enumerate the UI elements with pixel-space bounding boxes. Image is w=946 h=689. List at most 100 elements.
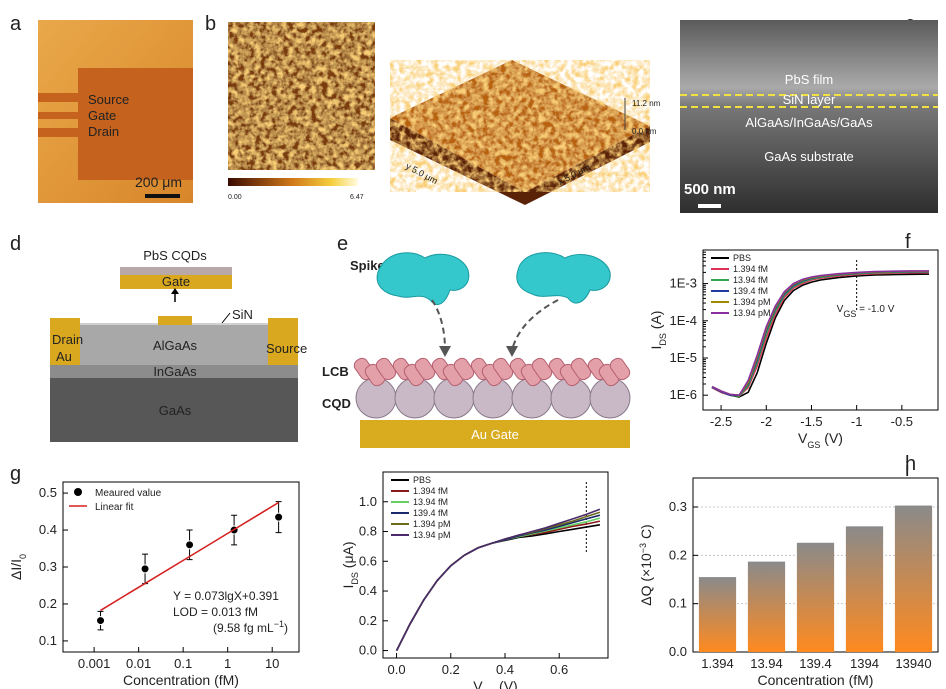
x-tick-label: -2	[760, 414, 772, 429]
series-line	[711, 270, 929, 397]
label: Au Gate	[471, 427, 519, 442]
label: AlGaAs	[153, 338, 198, 353]
y-tick-label: 1E-6	[670, 387, 697, 402]
ingaas-layer	[50, 365, 298, 378]
legend-label: 1.394 pM	[733, 297, 771, 307]
helix	[453, 357, 475, 381]
y-tick-label: 0.0	[359, 643, 377, 658]
height-label: 11.2 nm	[632, 99, 661, 108]
axis-label: VDS (V)	[473, 678, 517, 689]
bar	[845, 526, 884, 652]
panel-label: b	[205, 13, 216, 35]
x-tick-label: 139.4	[799, 656, 832, 671]
legend-label: PBS	[733, 253, 751, 263]
x-tick-label: 0.01	[126, 656, 151, 671]
x-tick-label: 1	[224, 656, 231, 671]
scale-label: 200 μm	[135, 174, 182, 190]
y-tick-label: 0.6	[359, 553, 377, 568]
axis-label: y 5.0 μm	[404, 161, 439, 186]
plot-frame	[702, 249, 939, 411]
panel-label: g	[10, 463, 21, 485]
x-tick-label: 1394	[850, 656, 879, 671]
helix	[492, 357, 514, 381]
y-tick-label: 1E-4	[670, 313, 697, 328]
helix	[414, 357, 436, 381]
label: PbS CQDs	[143, 248, 207, 263]
legend-label: 1.394 fM	[413, 486, 448, 496]
label: Au	[56, 349, 72, 364]
x-tick-label: -0.5	[891, 414, 913, 429]
axis-label: IDS (μA)	[340, 541, 360, 588]
label: Source	[266, 341, 307, 356]
y-tick-label: 0.1	[39, 633, 57, 648]
legend-label: Meaured value	[95, 488, 162, 499]
x-tick-label: 13940	[895, 656, 931, 671]
label: SiN	[232, 307, 253, 322]
legend-label: PBS	[413, 475, 431, 485]
x-tick-label: 10	[265, 656, 279, 671]
text-part: −1	[274, 619, 284, 629]
label: GaAs	[159, 403, 192, 418]
text-part: ΔI/I	[8, 559, 24, 580]
bar	[796, 542, 835, 652]
bar	[698, 577, 737, 652]
legend-label: 13.94 fM	[733, 275, 768, 285]
axis-label: ΔQ (×10−3 C)	[638, 524, 654, 605]
data-point	[274, 512, 284, 522]
label: Gate	[88, 108, 116, 123]
text-part: GS	[843, 309, 856, 319]
arrow	[431, 299, 446, 351]
panel-d: d PbS CQDs Gate SiN Drain Au AlGaAs Sour…	[10, 233, 307, 442]
legend-label: 13.94 fM	[413, 497, 448, 507]
axis-label: Concentration (fM)	[758, 672, 874, 688]
text-part: DS	[658, 333, 668, 346]
height-label: 0.0 nm	[632, 127, 657, 136]
au-gate	[360, 420, 630, 448]
y-tick-label: 0.4	[39, 522, 57, 537]
helix	[570, 357, 592, 381]
annotation: Y = 0.073lgX+0.391	[173, 589, 279, 603]
panel-label: i	[905, 459, 909, 481]
axis-label: IDS (A)	[648, 311, 668, 350]
colorbar	[228, 178, 358, 186]
x-tick-label: 0.1	[174, 656, 192, 671]
label: PbS film	[785, 72, 833, 87]
text-part: I	[648, 346, 664, 350]
text-part: GS	[807, 440, 820, 450]
panel-b: b 0.00 6.47 11.2 nm 0.0 nm y 5.0 μm x 5.…	[205, 13, 661, 205]
text-part: Concentration (fM)	[758, 672, 874, 688]
text-part: (A)	[648, 311, 664, 334]
helix	[375, 357, 397, 381]
label: AlGaAs/InGaAs/GaAs	[745, 115, 873, 130]
series-line	[100, 501, 280, 612]
label: GaAs substrate	[764, 149, 854, 164]
data-point	[140, 564, 150, 574]
y-tick-label: 0.3	[669, 499, 687, 514]
electrode	[38, 93, 78, 102]
label: Drain	[52, 332, 83, 347]
text-part: V	[837, 304, 844, 315]
legend-label: 1.394 pM	[413, 519, 451, 529]
lcb-layer	[353, 357, 631, 419]
annotation: (9.58 fg mL−1)	[213, 619, 288, 635]
legend-label: 13.94 pM	[733, 308, 771, 318]
plot-frame	[382, 471, 609, 659]
text-part: LOD = 0.013 fM	[173, 605, 258, 619]
label: Source	[88, 92, 129, 107]
text-part: (V)	[820, 430, 843, 446]
y-tick-label: 1E-3	[670, 276, 697, 291]
text-part: Concentration (fM)	[123, 672, 239, 688]
label: LCB	[322, 364, 349, 379]
legend-label: 1.394 fM	[733, 264, 768, 274]
y-tick-label: 0.1	[669, 596, 687, 611]
x-tick-label: 0.4	[496, 662, 514, 677]
bar	[894, 505, 933, 652]
pointer	[221, 312, 231, 324]
y-tick-label: 1E-5	[670, 350, 697, 365]
arrow	[511, 299, 559, 351]
device-region	[78, 68, 193, 180]
label: Spike	[350, 258, 385, 273]
algaas-layer	[80, 325, 268, 365]
y-tick-label: 1.0	[359, 494, 377, 509]
helix	[609, 357, 631, 381]
